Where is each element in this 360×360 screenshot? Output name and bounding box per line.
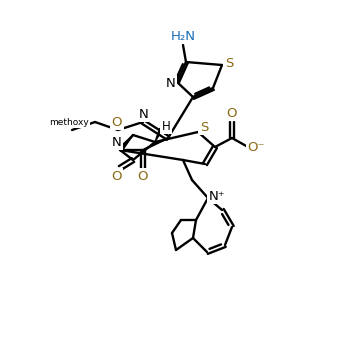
- Text: N: N: [166, 77, 176, 90]
- Text: O⁻: O⁻: [247, 140, 265, 153]
- Text: methoxy: methoxy: [49, 117, 89, 126]
- Text: O: O: [112, 116, 122, 129]
- Text: H: H: [162, 120, 170, 132]
- Text: S: S: [200, 121, 208, 134]
- Text: H₂N: H₂N: [171, 30, 195, 42]
- Text: O: O: [138, 170, 148, 183]
- Text: N⁺: N⁺: [209, 189, 225, 202]
- Polygon shape: [155, 129, 162, 142]
- Polygon shape: [118, 135, 133, 152]
- Text: O: O: [227, 107, 237, 120]
- Text: S: S: [225, 57, 233, 69]
- Text: N: N: [112, 135, 122, 149]
- Text: O: O: [111, 170, 121, 183]
- Text: N: N: [139, 108, 149, 121]
